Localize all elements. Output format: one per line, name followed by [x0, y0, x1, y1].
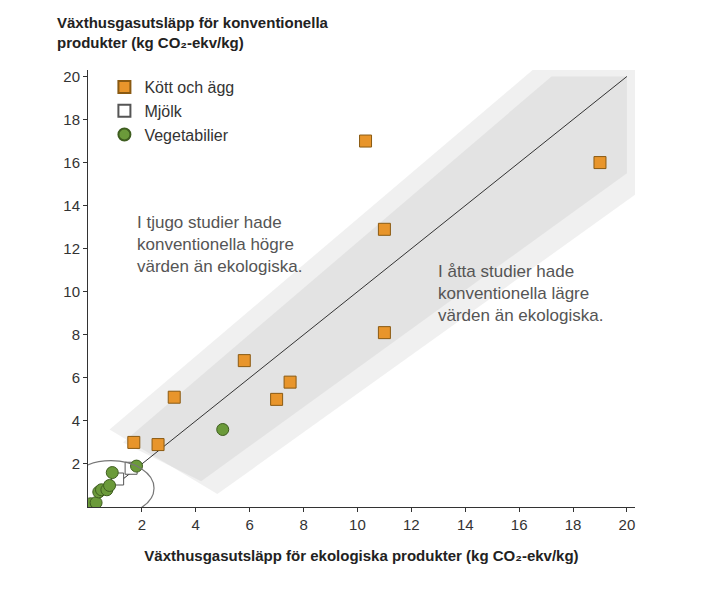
svg-text:Mjölk: Mjölk: [144, 103, 182, 120]
svg-text:18: 18: [63, 111, 80, 128]
svg-text:14: 14: [457, 516, 474, 533]
svg-text:18: 18: [565, 516, 582, 533]
svg-text:6: 6: [245, 516, 253, 533]
svg-text:Växthusgasutsläpp för konventi: Växthusgasutsläpp för konventionellaprod…: [57, 14, 329, 51]
svg-text:14: 14: [63, 197, 80, 214]
svg-text:12: 12: [403, 516, 420, 533]
svg-text:Växthusgasutsläpp för ekologis: Växthusgasutsläpp för ekologiska produkt…: [144, 547, 578, 564]
svg-text:16: 16: [511, 516, 528, 533]
svg-text:I åtta studier hadekonventione: I åtta studier hadekonventionella lägrev…: [438, 262, 603, 325]
svg-text:10: 10: [349, 516, 366, 533]
svg-text:8: 8: [72, 326, 80, 343]
svg-text:Vegetabilier: Vegetabilier: [144, 127, 228, 144]
svg-text:4: 4: [72, 412, 80, 429]
svg-text:16: 16: [63, 154, 80, 171]
svg-text:20: 20: [63, 68, 80, 85]
svg-text:4: 4: [192, 516, 200, 533]
svg-text:20: 20: [619, 516, 636, 533]
svg-text:10: 10: [63, 283, 80, 300]
svg-text:6: 6: [72, 369, 80, 386]
svg-text:12: 12: [63, 240, 80, 257]
svg-text:2: 2: [138, 516, 146, 533]
svg-text:Kött och ägg: Kött och ägg: [144, 79, 234, 96]
svg-text:I tjugo studier hadekonvention: I tjugo studier hadekonventionella högre…: [137, 213, 302, 276]
svg-text:2: 2: [72, 455, 80, 472]
svg-text:8: 8: [299, 516, 307, 533]
